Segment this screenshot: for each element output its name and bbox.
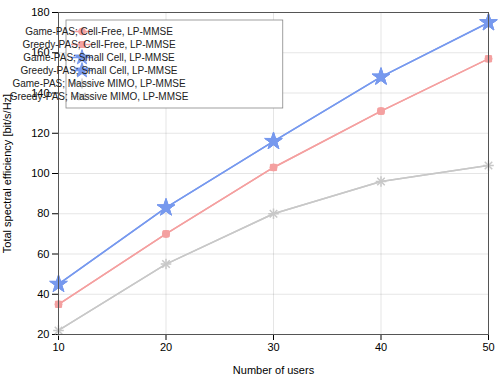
svg-text:80: 80: [37, 207, 49, 219]
svg-text:Total spectral efficiency [bit: Total spectral efficiency [bit/s/Hz]: [1, 94, 13, 253]
svg-text:Greedy-PAS; Massive MIMO, LP-M: Greedy-PAS; Massive MIMO, LP-MMSE: [10, 91, 189, 102]
svg-text:60: 60: [37, 248, 49, 260]
svg-text:Greedy-PAS; Small Cell, LP-MMS: Greedy-PAS; Small Cell, LP-MMSE: [20, 65, 177, 76]
svg-text:Number of users: Number of users: [233, 364, 315, 376]
svg-text:120: 120: [31, 127, 49, 139]
svg-text:Game-PAS; Cell-Free, LP-MMSE: Game-PAS; Cell-Free, LP-MMSE: [25, 26, 173, 37]
svg-text:20: 20: [160, 341, 172, 353]
svg-text:180: 180: [31, 6, 49, 18]
svg-text:30: 30: [267, 341, 279, 353]
svg-text:Game-PAS; Massive MIMO, LP-MMS: Game-PAS; Massive MIMO, LP-MMSE: [12, 78, 186, 89]
svg-text:40: 40: [37, 288, 49, 300]
svg-text:Game-PAS; Small Cell, LP-MMSE: Game-PAS; Small Cell, LP-MMSE: [23, 52, 175, 63]
svg-text:40: 40: [375, 341, 387, 353]
svg-text:100: 100: [31, 167, 49, 179]
svg-text:20: 20: [37, 328, 49, 340]
svg-text:Greedy-PAS; Cell-Free, LP-MMSE: Greedy-PAS; Cell-Free, LP-MMSE: [22, 39, 176, 50]
svg-text:50: 50: [482, 341, 494, 353]
svg-text:10: 10: [52, 341, 64, 353]
